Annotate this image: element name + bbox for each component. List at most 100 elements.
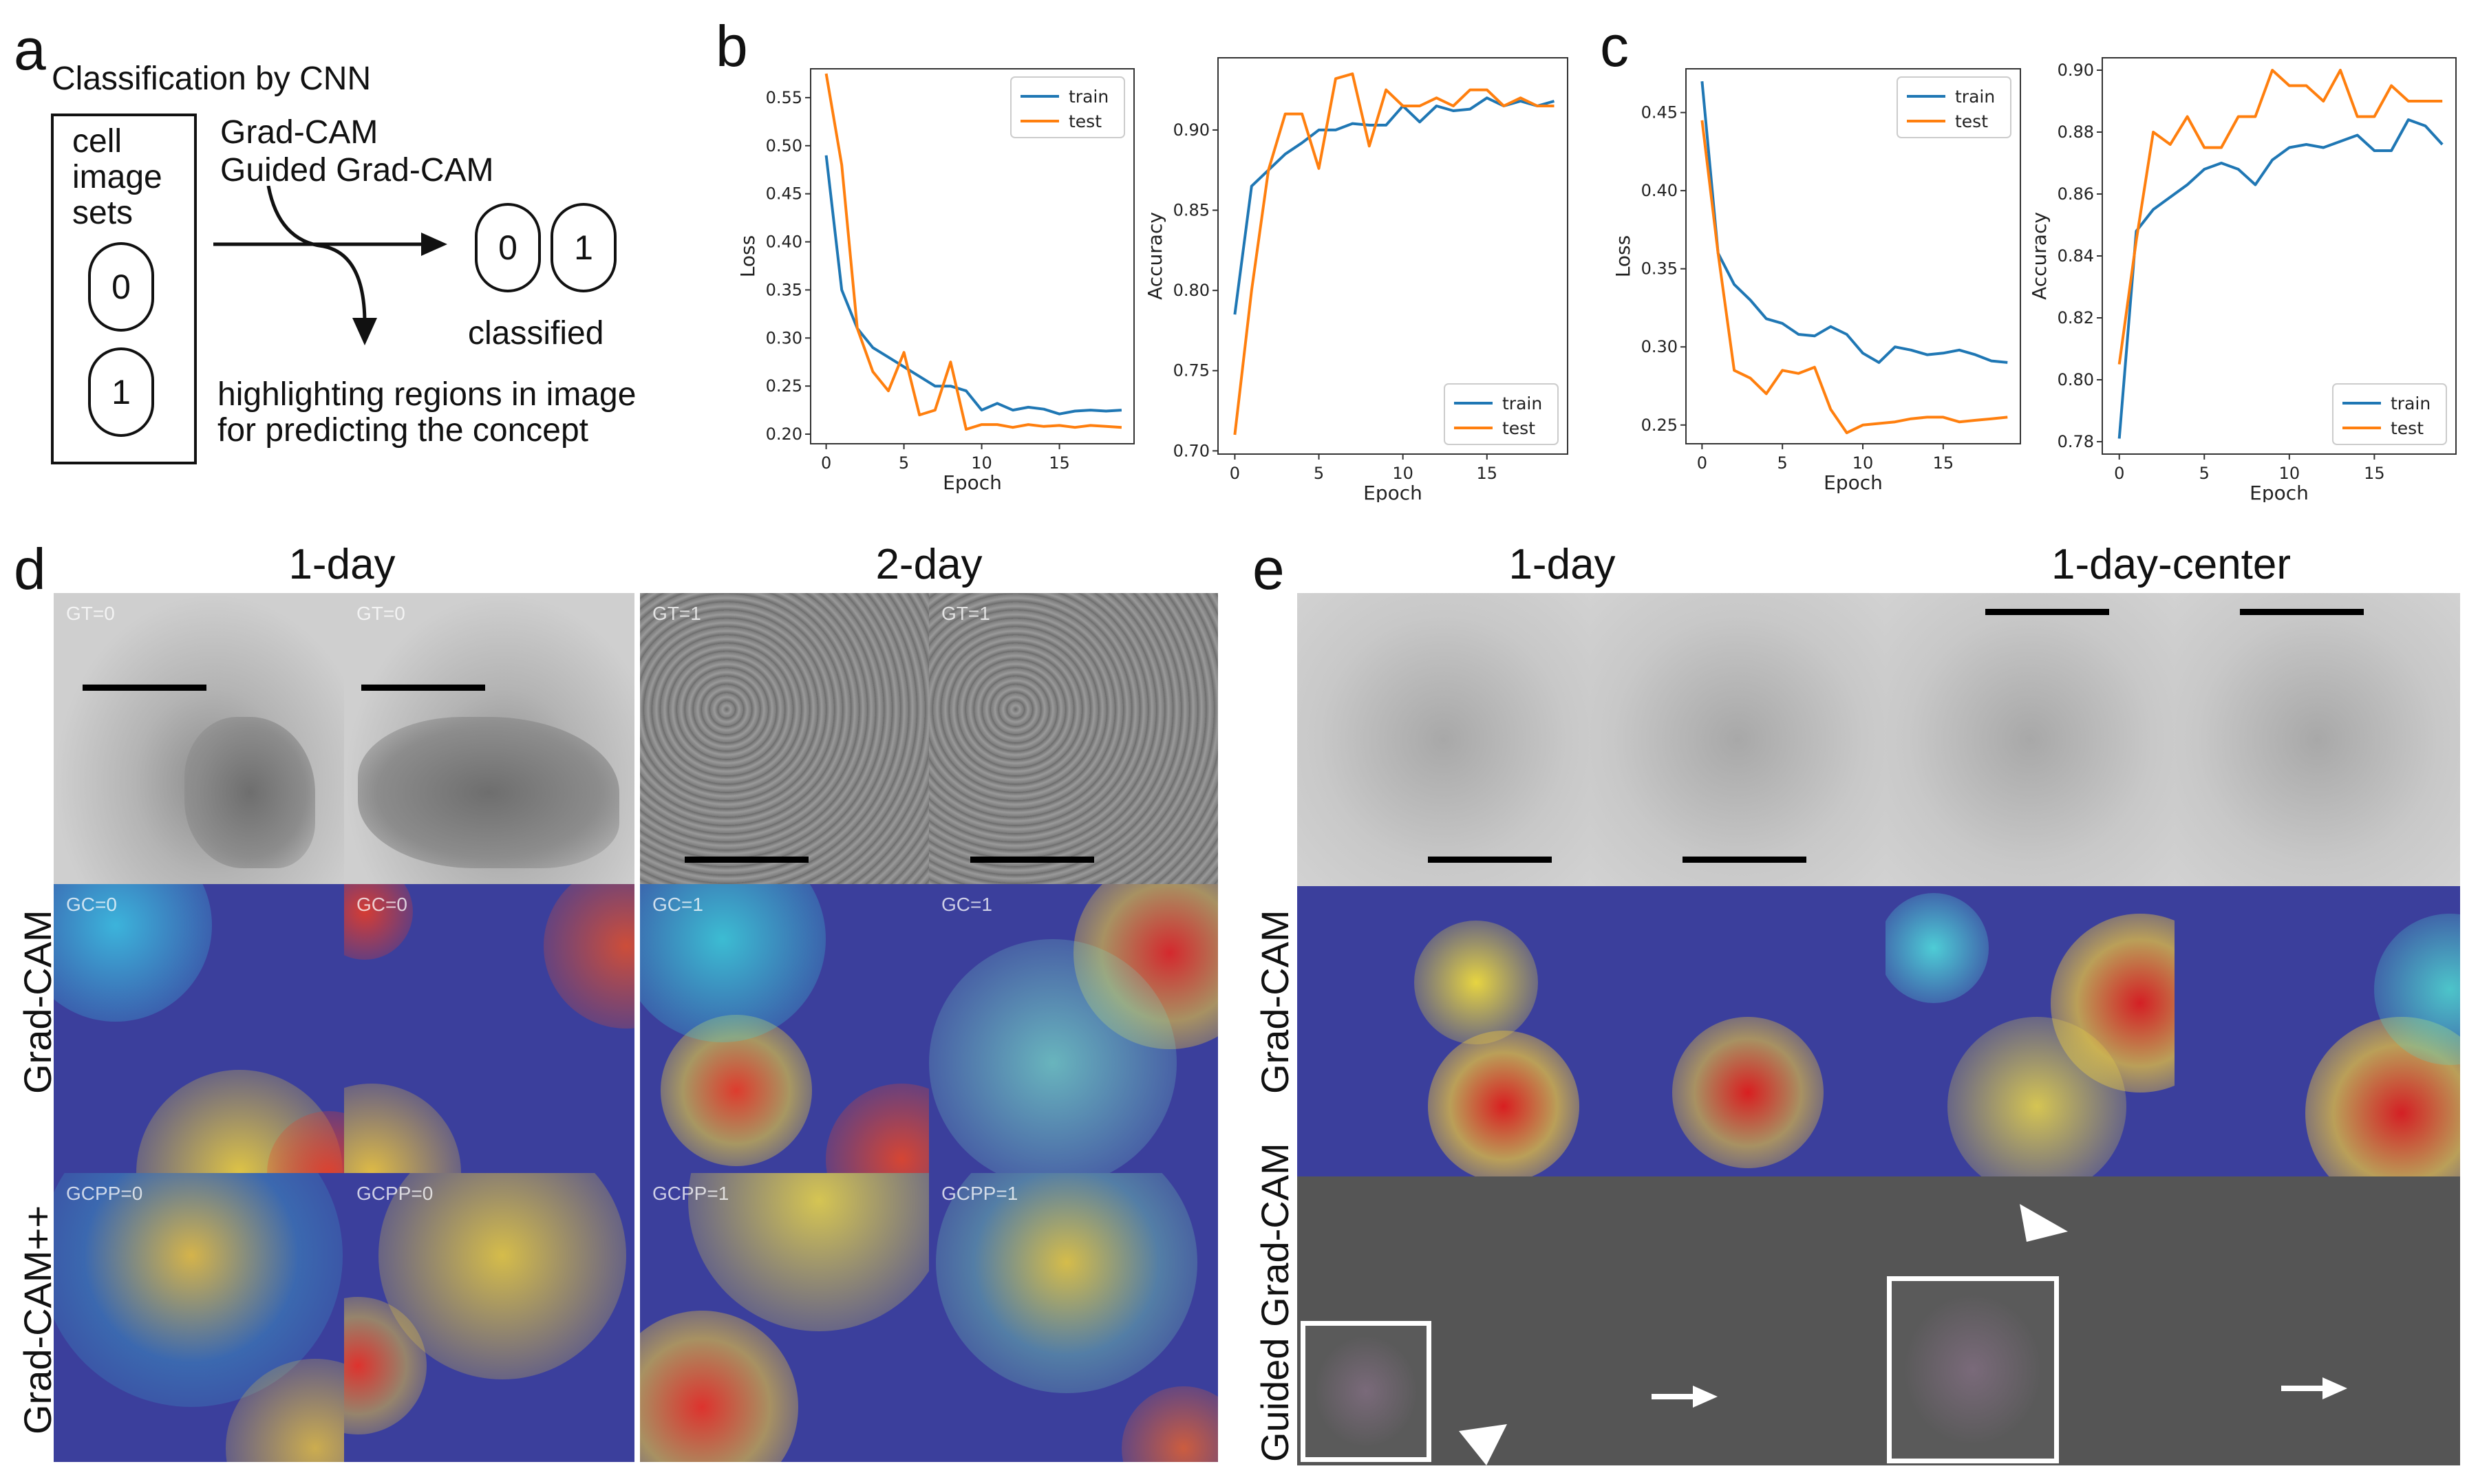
heatmap-hotspot (640, 1311, 798, 1462)
x-tick-label: 0 (1697, 453, 1707, 473)
y-axis-label: Accuracy (2028, 212, 2051, 300)
y-tick-label: 0.45 (766, 184, 802, 204)
tile-label: GT=0 (66, 603, 115, 625)
highlight-label: highlighting regions in image for predic… (217, 377, 636, 449)
heatmap-hotspot (1428, 1031, 1579, 1176)
e-row-label-guided-gradcam: Guided Grad-CAM (1252, 1143, 1297, 1462)
tile-label: GC=0 (66, 894, 117, 916)
legend-label: test (2391, 418, 2424, 438)
y-tick-label: 0.80 (1173, 281, 1210, 300)
y-tick-label: 0.20 (766, 424, 802, 444)
scale-bar (685, 857, 809, 863)
d-image-tile: GCPP=0 (54, 1173, 344, 1462)
arrow-head-icon (421, 233, 447, 256)
tile-label: GC=1 (652, 894, 703, 916)
heatmap-hotspot (936, 1173, 1197, 1393)
heatmap-hotspot (544, 884, 634, 1029)
legend-label: test (1069, 111, 1102, 131)
tile-label: GCPP=0 (356, 1183, 433, 1205)
class-1-pill: 1 (88, 347, 154, 437)
heatmap-hotspot (1886, 893, 1989, 1003)
d-image-tile: GT=0 (344, 593, 634, 884)
tile-label: GCPP=0 (66, 1183, 142, 1205)
tile-label: GCPP=1 (652, 1183, 729, 1205)
y-axis-label: Accuracy (1144, 212, 1166, 300)
chart-c-loss: 0 5 10 150.250.300.350.400.45EpochLosstrain… (1603, 48, 2037, 502)
cell-cluster (184, 717, 315, 868)
d-image-tile: GT=0 (54, 593, 344, 884)
classified-0-pill: 0 (475, 203, 541, 292)
heatmap-hotspot (1122, 1386, 1218, 1462)
heatmap-hotspot (344, 1084, 461, 1175)
d-image-tile: GC=1 (929, 884, 1218, 1175)
y-tick-label: 0.82 (2058, 308, 2094, 327)
e-image-tile (1886, 886, 2175, 1176)
highlight-line: for predicting the concept (217, 413, 636, 449)
x-tick-label: 5 (2199, 464, 2210, 483)
x-tick-label: 10 (1852, 453, 1874, 473)
x-axis-label: Epoch (2250, 482, 2309, 502)
panel-d-label: d (14, 540, 46, 598)
d-image-tile: GC=0 (54, 884, 344, 1175)
chart-c-accuracy: 0 5 10 150.780.800.820.840.860.880.90EpochA… (2027, 48, 2474, 502)
x-tick-label: 0 (1230, 464, 1240, 483)
y-tick-label: 0.78 (2058, 432, 2094, 451)
e-image-tile (1297, 593, 1590, 886)
methods-label: Grad-CAM Guided Grad-CAM (220, 114, 493, 189)
d-image-tile: GC=1 (640, 884, 929, 1175)
inset-zoom-box (1887, 1276, 2059, 1463)
chart-b-accuracy: 0 5 10 15 0.70 0.75 0.80 0.85 0.90 Epoch Accuracy t… (1142, 48, 1576, 502)
legend-label: train (2391, 394, 2431, 413)
d-col-title-1day: 1-day (53, 540, 631, 589)
cell-cluster (358, 717, 619, 868)
y-tick-label: 0.40 (766, 233, 802, 252)
y-tick-label: 0.75 (1173, 361, 1210, 380)
d-image-tile: GT=1 (929, 593, 1218, 884)
y-tick-label: 0.40 (1641, 181, 1678, 200)
x-tick-label: 15 (2364, 464, 2385, 483)
flow-arrows (206, 186, 482, 372)
scale-bar (970, 857, 1094, 863)
d-col-title-2day: 2-day (640, 540, 1218, 589)
tile-label: GT=1 (652, 603, 701, 625)
method-label: Guided Grad-CAM (220, 151, 493, 189)
x-axis-label: Epoch (943, 471, 1002, 494)
tile-label: GT=1 (941, 603, 990, 625)
classified-label: classified (468, 316, 604, 351)
heatmap-hotspot (1414, 921, 1538, 1044)
y-tick-label: 0.25 (1641, 416, 1678, 435)
x-tick-label: 10 (971, 453, 992, 473)
y-tick-label: 0.55 (766, 88, 802, 107)
arrow-right-icon (2281, 1375, 2350, 1402)
d-image-tile: GCPP=1 (640, 1173, 929, 1462)
e-image-tile (1297, 886, 1590, 1176)
scale-bar (1985, 609, 2109, 615)
y-tick-label: 0.30 (766, 328, 802, 347)
e-image-tile (1590, 1176, 1886, 1465)
scale-bar (361, 685, 485, 691)
x-tick-label: 15 (1933, 453, 1954, 473)
x-tick-label: 10 (1392, 464, 1413, 483)
d-image-tile: GT=1 (640, 593, 929, 884)
x-tick-label: 0 (821, 453, 831, 473)
heatmap-hotspot (929, 939, 1177, 1175)
y-tick-label: 0.90 (2058, 61, 2094, 80)
class-0-pill: 0 (88, 242, 154, 332)
y-tick-label: 0.70 (1173, 441, 1210, 460)
highlight-line: highlighting regions in image (217, 377, 636, 413)
scale-bar (83, 685, 206, 691)
x-axis-label: Epoch (1363, 482, 1422, 502)
method-label: Grad-CAM (220, 114, 493, 151)
legend-label: train (1069, 87, 1109, 107)
y-tick-label: 0.35 (1641, 259, 1678, 279)
x-tick-label: 0 (2114, 464, 2124, 483)
e-col-title-1day: 1-day (1297, 540, 1827, 589)
legend-label: test (1502, 418, 1535, 438)
heatmap-hotspot (826, 1084, 929, 1175)
e-image-tile (2175, 886, 2460, 1176)
x-tick-label: 10 (2279, 464, 2300, 483)
inset-zoom-box (1301, 1321, 1431, 1462)
box-line: image (72, 160, 162, 195)
x-tick-label: 5 (1777, 453, 1788, 473)
box-line: sets (72, 195, 162, 231)
